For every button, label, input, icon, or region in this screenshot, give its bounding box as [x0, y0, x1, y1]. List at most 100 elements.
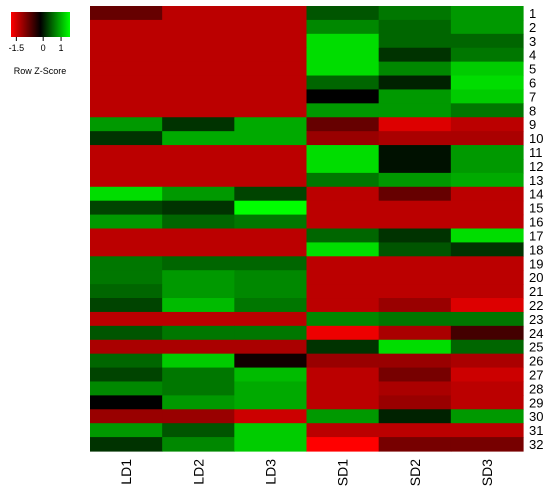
heatmap-cell-13-SD3	[450, 172, 524, 188]
row-label-15: 15	[529, 201, 543, 216]
column-label-SD3: SD3	[479, 459, 495, 486]
row-label-28: 28	[529, 381, 543, 396]
heatmap-cell-27-LD1	[90, 367, 163, 383]
heatmap-cell-21-SD2	[378, 284, 452, 299]
heatmap-cell-20-SD3	[450, 270, 524, 285]
heatmap-cell-3-LD3	[234, 33, 308, 49]
heatmap-cell-16-LD1	[90, 214, 163, 230]
heatmap-cell-21-SD1	[306, 284, 380, 299]
heatmap-cell-24-LD2	[162, 325, 235, 341]
row-label-9: 9	[529, 117, 536, 132]
row-label-29: 29	[529, 395, 543, 410]
heatmap-cell-23-SD2	[378, 311, 452, 327]
row-label-3: 3	[529, 34, 536, 49]
row-label-11: 11	[529, 145, 543, 160]
color-key-bar	[11, 12, 70, 37]
color-key-title: Row Z-Score	[14, 66, 67, 76]
heatmap-cell-7-SD2	[378, 89, 452, 104]
heatmap-cell-12-SD2	[378, 158, 452, 174]
heatmap-cell-19-SD3	[450, 256, 524, 271]
row-label-31: 31	[529, 423, 543, 438]
heatmap-cell-17-LD2	[162, 228, 235, 244]
heatmap-cell-13-SD1	[306, 172, 380, 188]
heatmap-cell-3-LD2	[162, 33, 235, 49]
heatmap-cell-25-SD3	[450, 339, 524, 355]
heatmap-cell-15-LD2	[162, 200, 235, 216]
heatmap-cell-17-LD1	[90, 228, 163, 244]
heatmap-cell-15-SD1	[306, 200, 380, 216]
heatmap-cell-4-SD3	[450, 47, 524, 63]
heatmap-cell-6-SD3	[450, 75, 524, 91]
heatmap-cell-21-LD1	[90, 284, 163, 299]
heatmap-cell-16-LD2	[162, 214, 235, 230]
heatmap-cell-2-LD1	[90, 19, 163, 35]
heatmap-cell-21-LD3	[234, 284, 308, 299]
heatmap-cell-17-SD3	[450, 228, 524, 244]
row-label-2: 2	[529, 20, 536, 35]
heatmap-cell-16-SD1	[306, 214, 380, 230]
heatmap-cell-11-SD3	[450, 145, 524, 160]
heatmap-cell-28-SD2	[378, 381, 452, 396]
heatmap-cell-13-LD1	[90, 172, 163, 188]
heatmap-cell-8-SD3	[450, 103, 524, 118]
heatmap-cell-8-LD2	[162, 103, 235, 118]
heatmap-cells	[90, 6, 524, 452]
color-key-tick-label: 1	[59, 43, 64, 53]
heatmap-cell-5-LD2	[162, 61, 235, 77]
heatmap-cell-6-LD2	[162, 75, 235, 91]
heatmap-cell-11-LD2	[162, 145, 235, 160]
heatmap-cell-30-LD1	[90, 409, 163, 424]
heatmap-cell-1-LD1	[90, 6, 163, 21]
heatmap-cell-31-LD1	[90, 423, 163, 438]
heatmap-cell-12-SD3	[450, 158, 524, 174]
heatmap-cell-30-SD2	[378, 409, 452, 424]
column-label-SD1: SD1	[335, 459, 351, 486]
heatmap-cell-12-LD1	[90, 158, 163, 174]
heatmap-cell-15-LD3	[234, 200, 308, 216]
heatmap-cell-19-SD2	[378, 256, 452, 271]
heatmap-cell-15-SD3	[450, 200, 524, 216]
heatmap-cell-11-SD2	[378, 145, 452, 160]
heatmap-cell-26-SD3	[450, 353, 524, 369]
heatmap-cell-29-LD2	[162, 395, 235, 410]
heatmap-cell-10-SD1	[306, 131, 380, 146]
row-label-14: 14	[529, 187, 543, 202]
heatmap-cell-6-SD2	[378, 75, 452, 91]
heatmap-cell-4-SD1	[306, 47, 380, 63]
heatmap-cell-23-SD3	[450, 311, 524, 327]
heatmap-cell-3-SD1	[306, 33, 380, 49]
heatmap-cell-6-LD3	[234, 75, 308, 91]
heatmap-cell-7-SD3	[450, 89, 524, 104]
heatmap-cell-22-LD3	[234, 298, 308, 313]
heatmap-cell-5-SD2	[378, 61, 452, 77]
heatmap-cell-3-SD2	[378, 33, 452, 49]
heatmap-cell-18-SD1	[306, 242, 380, 257]
heatmap-cell-13-SD2	[378, 172, 452, 188]
column-labels: LD1 LD2 LD3 SD1 SD2 SD3	[118, 459, 495, 486]
heatmap-cell-4-LD3	[234, 47, 308, 63]
row-label-24: 24	[529, 326, 543, 341]
heatmap-cell-24-LD3	[234, 325, 308, 341]
color-key-tick-label: -1.5	[9, 43, 25, 53]
heatmap-cell-25-SD2	[378, 339, 452, 355]
heatmap-cell-5-LD3	[234, 61, 308, 77]
column-label-LD2: LD2	[190, 459, 206, 485]
heatmap-cell-22-SD3	[450, 298, 524, 313]
heatmap-cell-7-SD1	[306, 89, 380, 104]
heatmap-cell-12-LD2	[162, 158, 235, 174]
color-key-tick-label: 0	[41, 43, 46, 53]
row-label-18: 18	[529, 242, 543, 257]
heatmap-cell-1-SD2	[378, 6, 452, 21]
heatmap-cell-2-LD3	[234, 19, 308, 35]
heatmap-cell-20-LD2	[162, 270, 235, 285]
heatmap-cell-14-SD2	[378, 186, 452, 202]
heatmap-cell-5-SD3	[450, 61, 524, 77]
heatmap-cell-29-LD1	[90, 395, 163, 410]
heatmap-cell-25-SD1	[306, 339, 380, 355]
heatmap-cell-10-SD3	[450, 131, 524, 146]
heatmap-cell-14-LD1	[90, 186, 163, 202]
heatmap-cell-26-LD2	[162, 353, 235, 369]
heatmap-cell-2-SD2	[378, 19, 452, 35]
heatmap-cell-32-LD2	[162, 437, 235, 452]
heatmap-cell-14-LD3	[234, 186, 308, 202]
